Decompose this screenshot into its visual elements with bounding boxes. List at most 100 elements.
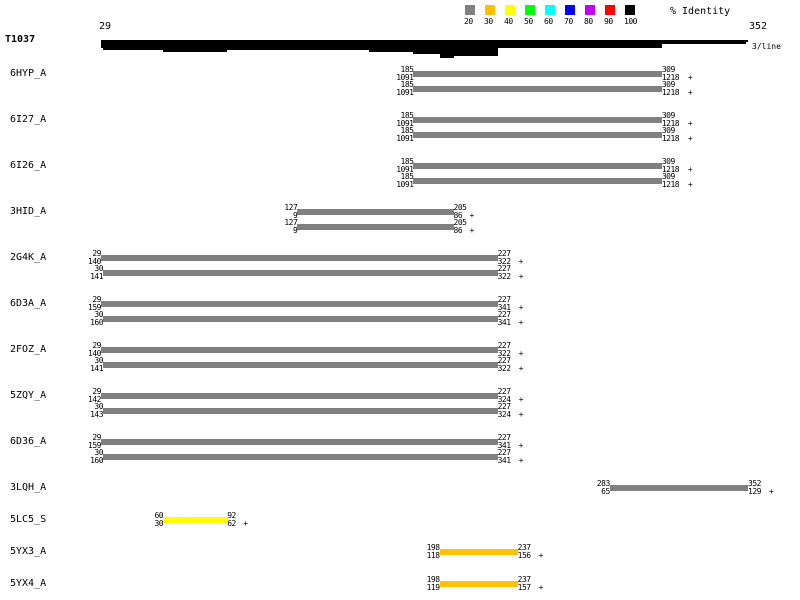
hit-name[interactable]: 2FOZ_A bbox=[10, 344, 47, 355]
alignment-bar[interactable] bbox=[609, 485, 748, 491]
query-end-num: 352 bbox=[748, 479, 761, 488]
alignment-bar[interactable] bbox=[413, 178, 662, 184]
strand-label: + bbox=[518, 364, 524, 373]
hit-name[interactable]: 5YX4_A bbox=[10, 578, 47, 589]
target-start-num: 1091 bbox=[396, 88, 414, 97]
alignment-bar[interactable] bbox=[101, 255, 498, 261]
strand-label: + bbox=[243, 519, 248, 528]
legend-label: 100 bbox=[624, 17, 637, 26]
alignment-bar[interactable] bbox=[439, 549, 518, 555]
alignment-bar[interactable] bbox=[103, 454, 498, 460]
target-end-num: 1218 bbox=[661, 73, 680, 82]
target-start-num: 118 bbox=[426, 551, 440, 560]
query-end-num: 92 bbox=[227, 511, 236, 520]
target-start-num: 1091 bbox=[396, 180, 414, 189]
alignment-bar[interactable] bbox=[101, 347, 498, 353]
query-start-num: 198 bbox=[426, 575, 440, 584]
legend-swatch bbox=[565, 5, 575, 15]
query-end-num: 309 bbox=[661, 80, 675, 89]
query-end-num: 309 bbox=[661, 111, 675, 120]
legend-label: 70 bbox=[564, 17, 573, 26]
query-end: 352 bbox=[749, 21, 768, 32]
target-end-num: 1218 bbox=[661, 134, 680, 143]
query-end-num: 237 bbox=[517, 575, 531, 584]
hit-name[interactable]: 3LQH_A bbox=[10, 482, 47, 493]
query-end-num: 227 bbox=[497, 448, 511, 457]
query-start-num: 185 bbox=[400, 111, 414, 120]
query-end-num: 227 bbox=[497, 387, 511, 396]
alignment-bar[interactable] bbox=[439, 581, 518, 587]
legend-swatch bbox=[585, 5, 595, 15]
alignment-bar[interactable] bbox=[103, 362, 498, 368]
strand-label: + bbox=[518, 441, 524, 450]
legend-swatch bbox=[485, 5, 495, 15]
strand-label: + bbox=[518, 349, 524, 358]
per-line-label: 3/line bbox=[752, 42, 781, 51]
target-end-num: 341 bbox=[497, 318, 511, 327]
alignment-bar[interactable] bbox=[413, 71, 662, 77]
query-end-num: 227 bbox=[497, 356, 511, 365]
hit-name[interactable]: 3HID_A bbox=[10, 206, 47, 217]
alignment-bar[interactable] bbox=[297, 209, 454, 215]
legend-swatch bbox=[525, 5, 535, 15]
query-start-num: 29 bbox=[92, 249, 101, 258]
hit-name[interactable]: 6I27_A bbox=[10, 114, 47, 125]
legend-swatch bbox=[605, 5, 615, 15]
hit-name[interactable]: 2G4K_A bbox=[10, 252, 47, 263]
alignment-bar[interactable] bbox=[103, 408, 498, 414]
legend-label: 20 bbox=[464, 17, 473, 26]
query-start-num: 60 bbox=[154, 511, 164, 520]
coverage-line bbox=[439, 54, 498, 56]
strand-label: + bbox=[518, 272, 524, 281]
query-start-num: 185 bbox=[400, 126, 414, 135]
target-end-num: 341 bbox=[497, 456, 511, 465]
query-start-num: 198 bbox=[426, 543, 440, 552]
query-end-num: 227 bbox=[497, 341, 511, 350]
hit-name[interactable]: 6D36_A bbox=[10, 436, 47, 447]
target-start-num: 141 bbox=[90, 364, 104, 373]
legend-swatch bbox=[625, 5, 635, 15]
query-start-num: 29 bbox=[92, 295, 101, 304]
hit-name[interactable]: 5LC5_S bbox=[10, 514, 47, 525]
strand-label: + bbox=[518, 410, 524, 419]
strand-label: + bbox=[518, 318, 524, 327]
coverage-line bbox=[101, 44, 662, 46]
hit-name[interactable]: 6HYP_A bbox=[10, 68, 47, 79]
target-end-num: 129 bbox=[748, 487, 761, 496]
query-end-num: 227 bbox=[497, 402, 511, 411]
alignment-bar[interactable] bbox=[413, 132, 662, 138]
query-end-num: 227 bbox=[497, 264, 511, 273]
hit-name[interactable]: 5YX3_A bbox=[10, 546, 47, 557]
target-end-num: 324 bbox=[497, 395, 511, 404]
hit-name[interactable]: 6D3A_A bbox=[10, 298, 47, 309]
legend-swatch bbox=[505, 5, 515, 15]
hit-name[interactable]: 5ZQY_A bbox=[10, 390, 47, 401]
alignment-bar[interactable] bbox=[163, 517, 228, 523]
target-start-num: 1091 bbox=[396, 119, 414, 128]
target-end-num: 324 bbox=[497, 410, 511, 419]
target-end-num: 157 bbox=[517, 583, 531, 592]
alignment-bar[interactable] bbox=[413, 163, 662, 169]
query-start-num: 127 bbox=[284, 203, 298, 212]
query-start-num: 185 bbox=[400, 157, 414, 166]
alignment-bar[interactable] bbox=[101, 301, 498, 307]
target-end-num: 86 bbox=[453, 211, 463, 220]
alignment-bar[interactable] bbox=[413, 117, 662, 123]
target-end-num: 322 bbox=[497, 272, 511, 281]
coverage-line bbox=[103, 48, 498, 50]
alignment-bar[interactable] bbox=[103, 316, 498, 322]
target-start-num: 160 bbox=[90, 318, 104, 327]
alignment-bar[interactable] bbox=[101, 393, 498, 399]
hit-name[interactable]: 6I26_A bbox=[10, 160, 47, 171]
legend-label: 40 bbox=[504, 17, 513, 26]
alignment-bar[interactable] bbox=[103, 270, 498, 276]
alignment-bar[interactable] bbox=[413, 86, 662, 92]
query-start-num: 30 bbox=[94, 264, 104, 273]
alignment-bar[interactable] bbox=[297, 224, 454, 230]
legend-label: 80 bbox=[584, 17, 593, 26]
coverage-line bbox=[439, 56, 454, 58]
query-start-num: 29 bbox=[92, 387, 101, 396]
target-end-num: 1218 bbox=[661, 165, 680, 174]
alignment-bar[interactable] bbox=[101, 439, 498, 445]
coverage-line bbox=[369, 50, 498, 52]
